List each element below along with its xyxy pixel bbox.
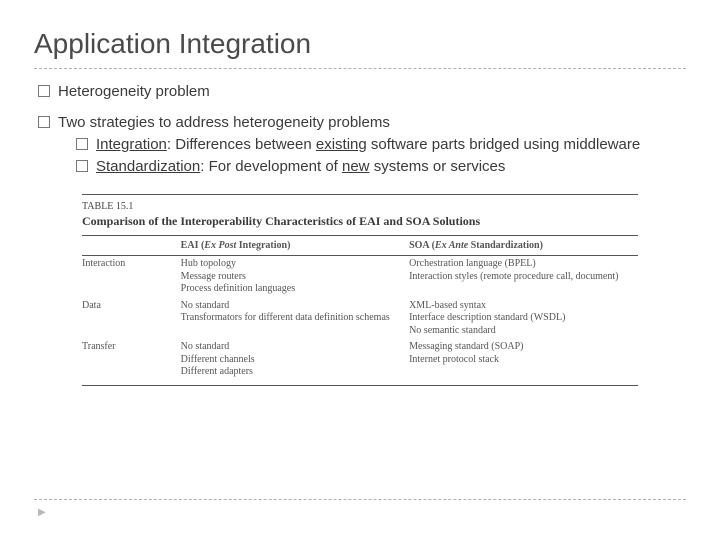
- footer-underline: [34, 499, 686, 500]
- table-cell: Transfer: [82, 339, 181, 381]
- text: SOA (: [409, 240, 435, 251]
- cell-line: Internet protocol stack: [409, 354, 632, 367]
- table-row: Transfer No standard Different channels …: [82, 339, 638, 381]
- bullet-list: Heterogeneity problem Two strategies to …: [34, 83, 686, 176]
- text: software parts bridged using middleware: [367, 136, 640, 153]
- cell-line: Messaging standard (SOAP): [409, 341, 632, 354]
- table-header-cell: [82, 236, 181, 255]
- cell-line: Interaction styles (remote procedure cal…: [409, 271, 632, 284]
- cell-line: Process definition languages: [181, 283, 403, 296]
- cell-line: No standard: [181, 300, 403, 313]
- play-icon: ▶: [38, 507, 46, 518]
- slide: Application Integration Heterogeneity pr…: [0, 0, 720, 540]
- text: systems or services: [370, 158, 506, 175]
- bullet-item: Two strategies to address heterogeneity …: [38, 114, 686, 176]
- cell-line: No standard: [181, 341, 403, 354]
- sub-bullet-item: Integration: Differences between existin…: [76, 135, 686, 155]
- table-rule: [82, 194, 638, 195]
- table-cell: Messaging standard (SOAP) Internet proto…: [409, 339, 638, 381]
- table-row: Interaction Hub topology Message routers…: [82, 256, 638, 298]
- comparison-table: EAI (Ex Post Integration) SOA (Ex Ante S…: [82, 236, 638, 381]
- table-cell: XML-based syntax Interface description s…: [409, 298, 638, 340]
- text: Integration): [236, 240, 290, 251]
- table-header-cell: EAI (Ex Post Integration): [181, 236, 409, 255]
- cell-line: Interface description standard (WSDL): [409, 312, 632, 325]
- text: Standardization): [468, 240, 543, 251]
- cell-line: No semantic standard: [409, 325, 632, 338]
- table-number: TABLE 15.1: [82, 201, 638, 212]
- cell-line: Message routers: [181, 271, 403, 284]
- table-cell: Hub topology Message routers Process def…: [181, 256, 409, 298]
- table-cell: Interaction: [82, 256, 181, 298]
- table-cell: Data: [82, 298, 181, 340]
- text: :: [200, 158, 208, 175]
- table-row: Data No standard Transformators for diff…: [82, 298, 638, 340]
- text-italic: Ex Post: [204, 240, 236, 251]
- bullet-text: Two strategies to address heterogeneity …: [58, 114, 390, 131]
- keyword: Standardization: [96, 158, 200, 175]
- cell-line: Different adapters: [181, 366, 403, 379]
- cell-line: Different channels: [181, 354, 403, 367]
- text-italic: Ex Ante: [435, 240, 468, 251]
- keyword: Integration: [96, 136, 167, 153]
- table-rule: [82, 385, 638, 386]
- table-cell: No standard Transformators for different…: [181, 298, 409, 340]
- table-caption: Comparison of the Interoperability Chara…: [82, 214, 638, 229]
- text: :: [167, 136, 175, 153]
- table-cell: Orchestration language (BPEL) Interactio…: [409, 256, 638, 298]
- text: EAI (: [181, 240, 205, 251]
- title-underline: [34, 68, 686, 69]
- cell-line: Transformators for different data defini…: [181, 312, 403, 325]
- keyword: new: [342, 158, 370, 175]
- text: Differences between: [175, 136, 316, 153]
- keyword: existing: [316, 136, 367, 153]
- table-header-cell: SOA (Ex Ante Standardization): [409, 236, 638, 255]
- cell-line: XML-based syntax: [409, 300, 632, 313]
- sub-bullet-list: Integration: Differences between existin…: [58, 135, 686, 176]
- sub-bullet-item: Standardization: For development of new …: [76, 157, 686, 177]
- table-header-row: EAI (Ex Post Integration) SOA (Ex Ante S…: [82, 236, 638, 255]
- table-figure: TABLE 15.1 Comparison of the Interoperab…: [82, 194, 638, 386]
- slide-title: Application Integration: [34, 28, 686, 60]
- cell-line: Hub topology: [181, 258, 403, 271]
- table-cell: No standard Different channels Different…: [181, 339, 409, 381]
- bullet-item: Heterogeneity problem: [38, 83, 686, 100]
- text: For development of: [209, 158, 342, 175]
- cell-line: Orchestration language (BPEL): [409, 258, 632, 271]
